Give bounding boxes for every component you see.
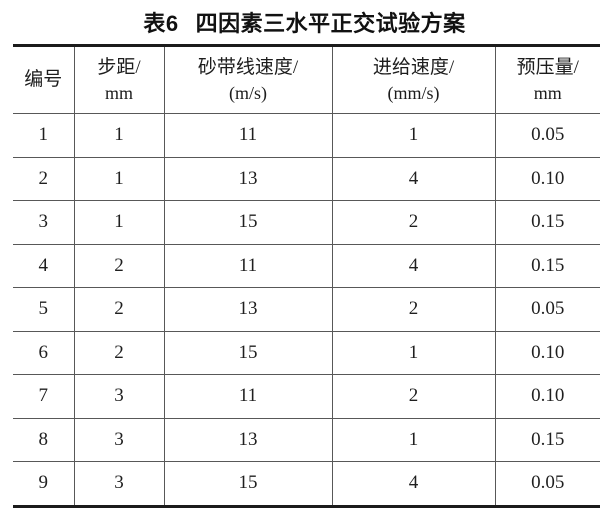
data-cell: 4: [331, 243, 496, 288]
header-cell: 砂带线速度/ (m/s): [163, 45, 333, 114]
data-cell: 0.10: [494, 330, 600, 375]
data-cell: 8: [13, 417, 75, 462]
data-cell: 1: [331, 113, 496, 158]
data-cell: 11: [163, 243, 333, 288]
data-cell: 1: [331, 417, 496, 462]
header-cell: 编号: [13, 45, 75, 114]
data-cell: 2: [331, 287, 496, 332]
table-caption: 表6 四因素三水平正交试验方案: [0, 6, 609, 38]
data-cell: 13: [163, 156, 333, 201]
data-cell: 0.05: [494, 461, 600, 507]
table-row: 8 3 13 1 0.15: [13, 417, 600, 462]
data-cell: 11: [163, 113, 333, 158]
data-cell: 1: [73, 113, 165, 158]
data-cell: 6: [13, 330, 75, 375]
data-cell: 0.15: [494, 200, 600, 245]
table-row: 6 2 15 1 0.10: [13, 330, 600, 375]
orthogonal-test-table: 编号 步距/mm 砂带线速度/(m/s) 进给速度/(mm/s) 预压量/mm …: [13, 44, 600, 508]
data-cell: 3: [13, 200, 75, 245]
header-label: 砂带线速度/: [197, 57, 299, 79]
header-unit: (mm/s): [387, 82, 440, 103]
data-cell: 0.05: [494, 287, 600, 332]
data-cell: 3: [73, 461, 165, 507]
data-cell: 13: [163, 417, 333, 462]
data-cell: 4: [13, 243, 75, 288]
table-row: 3 1 15 2 0.15: [13, 200, 600, 245]
table-number: 表6: [143, 11, 179, 36]
header-unit: (m/s): [229, 82, 267, 103]
header-label: 步距/: [97, 57, 141, 79]
data-cell: 3: [73, 417, 165, 462]
table-body: 1 1 11 1 0.05 2 1 13 4 0.10 3 1 15 2 0.1…: [13, 113, 600, 507]
data-cell: 15: [163, 200, 333, 245]
table-row: 5 2 13 2 0.05: [13, 287, 600, 332]
data-cell: 0.15: [494, 417, 600, 462]
data-cell: 2: [73, 243, 165, 288]
data-cell: 2: [331, 374, 496, 419]
header-label: 预压量/: [516, 57, 579, 79]
data-cell: 2: [73, 330, 165, 375]
table-row: 7 3 11 2 0.10: [13, 374, 600, 419]
table-row: 1 1 11 1 0.05: [13, 113, 600, 158]
data-cell: 1: [73, 200, 165, 245]
data-cell: 15: [163, 330, 333, 375]
data-cell: 1: [73, 156, 165, 201]
data-cell: 7: [13, 374, 75, 419]
data-cell: 9: [13, 461, 75, 507]
header-label: 进给速度/: [372, 57, 455, 79]
data-cell: 3: [73, 374, 165, 419]
header-label: 编号: [24, 69, 63, 91]
data-cell: 0.05: [494, 113, 600, 158]
table-row: 9 3 15 4 0.05: [13, 461, 600, 507]
header-unit: mm: [104, 82, 133, 103]
header-cell: 预压量/mm: [494, 45, 600, 114]
data-cell: 0.10: [494, 156, 600, 201]
data-cell: 0.15: [494, 243, 600, 288]
data-cell: 0.10: [494, 374, 600, 419]
data-cell: 2: [13, 156, 75, 201]
data-cell: 15: [163, 461, 333, 507]
data-cell: 2: [73, 287, 165, 332]
table-row: 2 1 13 4 0.10: [13, 156, 600, 201]
data-cell: 2: [331, 200, 496, 245]
data-cell: 13: [163, 287, 333, 332]
table-header: 编号 步距/mm 砂带线速度/ (m/s) 进给速度/ (mm/s) 预压量/mm: [13, 45, 600, 114]
data-cell: 1: [331, 330, 496, 375]
header-cell: 步距/mm: [73, 45, 165, 114]
table-row: 4 2 11 4 0.15: [13, 243, 600, 288]
header-row: 编号 步距/mm 砂带线速度/ (m/s) 进给速度/ (mm/s) 预压量/mm: [13, 45, 600, 114]
data-cell: 4: [331, 156, 496, 201]
header-cell: 进给速度/ (mm/s): [331, 45, 496, 114]
data-cell: 5: [13, 287, 75, 332]
data-cell: 4: [331, 461, 496, 507]
data-cell: 1: [13, 113, 75, 158]
table-title-text: 四因素三水平正交试验方案: [195, 11, 466, 36]
header-unit: mm: [533, 82, 562, 103]
data-cell: 11: [163, 374, 333, 419]
